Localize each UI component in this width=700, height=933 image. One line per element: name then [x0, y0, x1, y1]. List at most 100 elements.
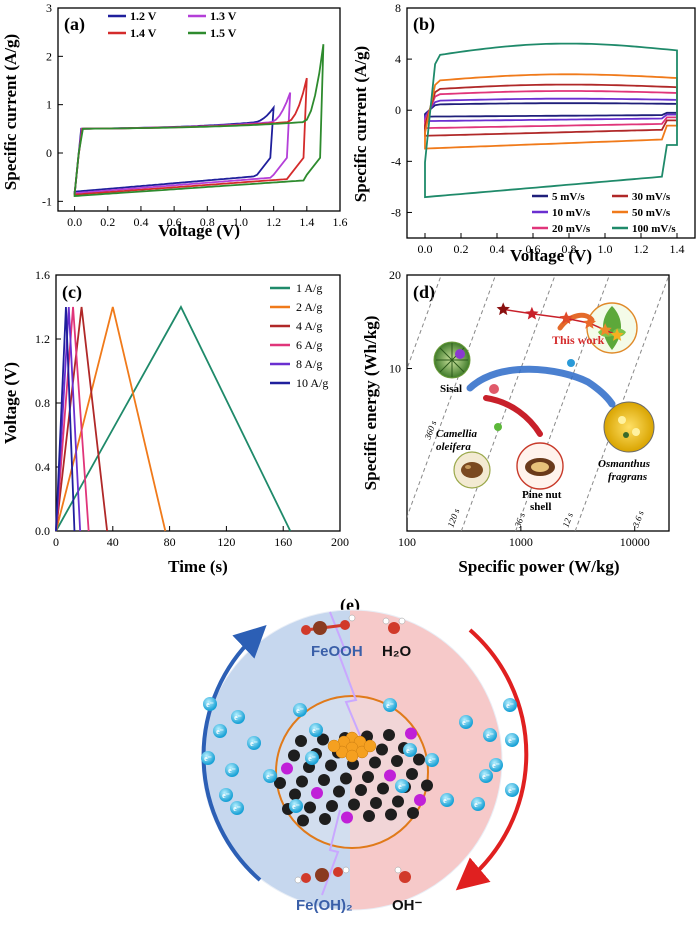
panel-a-legend-label: 1.3 V	[210, 9, 237, 23]
panel-c-xtick-label: 120	[217, 535, 235, 549]
panel-a-xtick-label: 0.2	[100, 215, 115, 229]
camellia-image	[453, 451, 491, 489]
panel-a-legend-label: 1.2 V	[130, 9, 157, 23]
panel-d-dot-pink	[489, 384, 499, 394]
panel-d-ylabel: Specific energy (Wh/kg)	[361, 316, 380, 491]
panel-d-star-point	[582, 316, 597, 329]
panel-a-ytick-label: 1	[46, 98, 52, 112]
panel-c-ytick-label: 0.0	[35, 524, 50, 538]
panel-c-xtick-label: 200	[331, 535, 349, 549]
panel-a-frame	[57, 7, 341, 212]
panel-c-ytick-label: 0.4	[35, 460, 50, 474]
panel-b-series-100mVs	[424, 42, 678, 199]
cluster-atom	[363, 739, 377, 753]
lattice-atom	[341, 811, 353, 824]
electron-label: e⁻	[234, 713, 242, 722]
panel-b-legend-label: 10 mV/s	[552, 207, 591, 219]
panel-c-series-10Ag	[55, 306, 76, 532]
panel-c-ylabel: Voltage (V)	[1, 362, 20, 444]
electron-sphere	[309, 723, 323, 737]
panel-d-xtick-label: 10000	[620, 535, 650, 549]
panel-b-xtick-label: 0.4	[490, 242, 505, 256]
electron-sphere	[395, 779, 409, 793]
electron-label: e⁻	[506, 701, 514, 710]
lattice-atom	[406, 768, 418, 780]
h2o-label: H₂O	[382, 643, 411, 660]
panel-e-schematic: (e) FeOOH H₂O	[201, 595, 529, 914]
panel-d-star-point	[525, 306, 539, 320]
cluster-atom	[345, 749, 359, 763]
oh-minus-molecule	[394, 866, 411, 883]
panel-a-legend-label: 1.5 V	[210, 26, 237, 40]
panel-b-series-20mVs	[424, 90, 678, 130]
camellia-label-2: oleifera	[436, 441, 471, 453]
osmanthus-label-1: Osmanthus	[598, 458, 650, 470]
panel-d-time-label: 12 s	[560, 511, 575, 529]
panel-b-label: (b)	[413, 14, 435, 35]
osmanthus-label-2: fragrans	[608, 471, 647, 483]
lattice-atom	[363, 810, 375, 822]
panel-c-series-6Ag	[55, 306, 90, 532]
electron-label: e⁻	[308, 754, 316, 763]
pine-label-2: shell	[530, 501, 551, 513]
lattice-atom	[295, 735, 307, 747]
lattice-atom	[319, 813, 331, 825]
panel-d-xtick-label: 100	[398, 535, 416, 549]
panel-c-legend-label: 8 A/g	[296, 357, 322, 371]
panel-a-ytick-label: 2	[46, 49, 52, 63]
lattice-atom	[355, 784, 367, 796]
panel-a-label: (a)	[64, 14, 85, 35]
feooh-molecule	[301, 614, 356, 635]
panel-b-legend-label: 20 mV/s	[552, 223, 591, 235]
electron-label: e⁻	[486, 731, 494, 740]
lattice-atom	[369, 756, 381, 769]
panel-b-ytick-label: -8	[391, 205, 401, 219]
feooh-label: FeOOH	[311, 643, 363, 660]
electron-sphere	[263, 769, 277, 783]
lattice-atom	[317, 733, 329, 746]
panel-a-ylabel: Specific current (A/g)	[1, 34, 20, 190]
lattice-atom	[370, 797, 382, 809]
arrow-red-cycle	[455, 628, 529, 891]
panel-d-star-point	[598, 323, 612, 336]
panel-a-ytick-label: 3	[46, 1, 52, 15]
panel-a-xtick-label: 1.6	[333, 215, 348, 229]
panel-c-chart: (c) 0 40 80 120 160 200 0.0 0.4 0.8 1.2 1.6 1 A/g 2…	[1, 268, 349, 576]
panel-a-ytick-label: 0	[46, 146, 52, 160]
lightning-bottom	[321, 809, 341, 896]
lattice-atom	[383, 729, 395, 741]
electron-sphere	[505, 783, 519, 797]
panel-a-xtick-label: 1.2	[266, 215, 281, 229]
electron-sphere	[289, 799, 303, 813]
pine-nut-shell-image	[516, 442, 564, 490]
panel-a-xtick-label: 0.6	[167, 215, 182, 229]
electron-label: e⁻	[312, 726, 320, 735]
electron-sphere	[293, 703, 307, 717]
lattice-atom	[413, 753, 425, 766]
lattice-atom	[326, 800, 338, 812]
electron-sphere	[213, 724, 227, 738]
panel-d-dot-blue	[567, 359, 575, 367]
panel-c-legend-label: 10 A/g	[296, 376, 328, 390]
panel-c-legend-label: 6 A/g	[296, 338, 322, 352]
panel-c-xtick-label: 40	[107, 535, 119, 549]
panel-b-legend-label: 5 mV/s	[552, 191, 585, 203]
panel-b-series-10mVs	[424, 97, 678, 123]
panel-a-xtick-label: 0.8	[200, 215, 215, 229]
sisal-label: Sisal	[440, 383, 462, 395]
electron-sphere	[479, 769, 493, 783]
panel-b-ylabel: Specific current (A/g)	[351, 46, 370, 202]
panel-a-xtick-label: 0.0	[67, 215, 82, 229]
electron-label: e⁻	[474, 800, 482, 809]
panel-a-ytick-label: -1	[42, 194, 52, 208]
lattice-atom	[288, 749, 300, 762]
panel-d-time-label: 3.6 s	[630, 509, 646, 530]
lattice-atom	[333, 785, 345, 798]
panel-b-ytick-label: -4	[391, 154, 401, 168]
panel-c-label: (c)	[62, 282, 82, 303]
electron-sphere	[489, 758, 503, 772]
cluster-atom	[327, 739, 341, 753]
panel-c-series-1Ag	[55, 305, 292, 532]
panel-b-legend-label: 30 mV/s	[632, 191, 671, 203]
